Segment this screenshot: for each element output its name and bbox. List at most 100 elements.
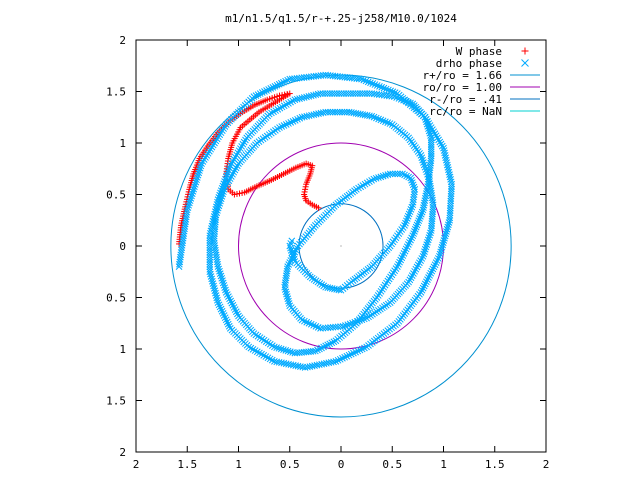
drho-phase-point xyxy=(363,343,370,351)
legend-label: r+/ro = 1.66 xyxy=(423,69,502,82)
drho-phase-point xyxy=(191,181,199,188)
drho-phase-point xyxy=(216,200,224,207)
y-tick-label: 2 xyxy=(119,446,126,459)
drho-phase-point xyxy=(373,82,381,89)
drho-phase-point xyxy=(217,272,225,280)
drho-phase-point xyxy=(222,316,230,324)
drho-phase-point xyxy=(418,286,426,294)
drho-phase-point xyxy=(412,223,420,231)
drho-phase-point xyxy=(334,108,341,116)
x-tick-label: 2 xyxy=(133,458,140,471)
drho-phase-point xyxy=(331,108,339,116)
drho-phase-point xyxy=(326,108,334,116)
drho-phase-point xyxy=(341,108,348,116)
drho-phase-point xyxy=(430,263,438,271)
drho-phase-point xyxy=(343,352,351,360)
drho-phase-point xyxy=(421,163,429,171)
drho-phase-point xyxy=(329,108,337,116)
drho-phase-point xyxy=(403,217,410,225)
drho-phase-point xyxy=(223,171,231,179)
drho-phase-point xyxy=(402,97,410,105)
chart-title: m1/n1.5/q1.5/r-+.25-j258/M10.0/1024 xyxy=(225,12,457,25)
drho-phase-point xyxy=(445,219,453,226)
drho-phase-point xyxy=(417,210,425,218)
drho-phase-point xyxy=(436,250,444,258)
drho-phase-point xyxy=(316,345,323,353)
y-tick-label: 1.5 xyxy=(106,395,126,408)
drho-phase-point xyxy=(345,351,353,359)
drho-phase-point xyxy=(231,306,239,313)
drho-phase-point xyxy=(276,124,283,131)
x-tick-label: 1 xyxy=(440,458,447,471)
drho-phase-point xyxy=(394,170,401,178)
drho-phase-point xyxy=(377,173,385,181)
drho-phase-point xyxy=(437,140,445,148)
drho-phase-point xyxy=(446,216,454,224)
drho-phase-point xyxy=(185,201,193,209)
drho-phase-point xyxy=(220,188,227,196)
drho-phase-point xyxy=(391,170,399,178)
drho-phase-point xyxy=(227,297,235,305)
drho-phase-point xyxy=(441,232,449,240)
drho-phase-point xyxy=(426,231,434,239)
drho-phase-point xyxy=(380,84,388,92)
drho-phase-point xyxy=(432,259,440,267)
drho-phase-point xyxy=(423,120,431,128)
drho-phase-point xyxy=(424,276,431,283)
drho-phase-point xyxy=(263,87,270,94)
drho-phase-point xyxy=(354,347,362,355)
drho-phase-point xyxy=(288,237,296,245)
drho-phase-point xyxy=(424,170,431,178)
drho-phase-point xyxy=(287,119,295,126)
drho-phase-point xyxy=(382,85,390,93)
w-phase-point xyxy=(302,183,309,190)
x-tick-label: 1.5 xyxy=(485,458,505,471)
drho-phase-point xyxy=(209,280,217,287)
drho-phase-point xyxy=(195,169,203,177)
drho-phase-point xyxy=(287,247,295,254)
drho-phase-point xyxy=(423,241,431,248)
drho-phase-point xyxy=(347,350,355,358)
drho-phase-point xyxy=(444,223,452,231)
drho-phase-point xyxy=(386,170,394,178)
drho-phase-point xyxy=(206,265,214,273)
legend-label: W phase xyxy=(456,45,502,58)
drho-phase-point xyxy=(395,95,403,102)
drho-phase-point xyxy=(210,282,217,290)
drho-phase-point xyxy=(289,349,296,356)
drho-phase-point xyxy=(409,198,417,206)
drho-phase-point xyxy=(220,312,228,319)
drho-phase-point xyxy=(224,320,232,328)
drho-phase-point xyxy=(230,304,238,311)
drho-phase-point xyxy=(350,349,357,357)
drho-phase-point xyxy=(377,116,385,124)
drho-phase-point xyxy=(289,251,297,259)
drho-phase-point xyxy=(375,174,382,181)
drho-phase-point xyxy=(370,175,378,183)
y-tick-label: 1 xyxy=(119,137,126,150)
drho-phase-point xyxy=(216,267,223,275)
drho-phase-point xyxy=(226,325,234,332)
w-phase-point xyxy=(315,204,322,211)
drho-phase-point xyxy=(223,291,231,298)
drho-phase-point xyxy=(379,117,387,125)
drho-phase-point xyxy=(397,96,405,103)
drho-phase-point xyxy=(356,346,364,354)
drho-phase-point xyxy=(273,81,281,89)
drho-phase-point xyxy=(314,346,321,354)
drho-phase-point xyxy=(428,267,436,275)
drho-phase-point xyxy=(424,238,431,246)
drho-phase-point xyxy=(388,92,396,100)
x-tick-label: 1.5 xyxy=(177,458,197,471)
drho-phase-point xyxy=(328,339,336,347)
w-phase-point xyxy=(236,190,243,197)
drho-phase-point xyxy=(280,346,287,354)
drho-phase-point xyxy=(349,319,356,327)
drho-phase-point xyxy=(212,292,220,299)
drho-phase-point xyxy=(273,358,281,366)
drho-phase-point xyxy=(269,84,277,91)
drho-phase-point xyxy=(206,263,214,271)
drho-phase-point xyxy=(216,303,224,311)
drho-phase-point xyxy=(330,338,338,346)
drho-phase-point xyxy=(214,299,222,307)
